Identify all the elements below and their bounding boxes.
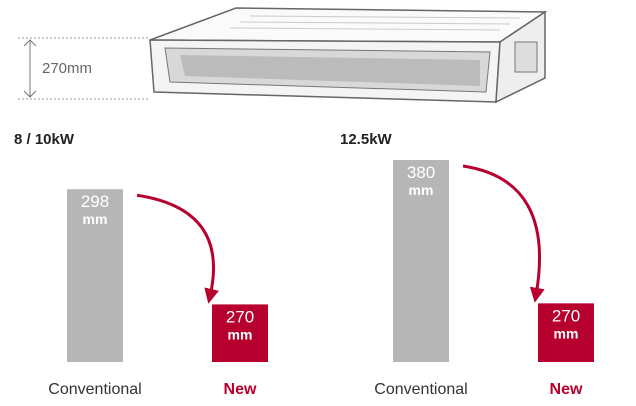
bar bbox=[212, 304, 268, 362]
dimension-label: 270mm bbox=[42, 60, 92, 77]
bar bbox=[393, 160, 449, 362]
arrow bbox=[136, 193, 219, 304]
value-label: 270 mm bbox=[552, 307, 580, 341]
value-label: 298 mm bbox=[81, 193, 109, 227]
chart-title: 12.5kW bbox=[340, 131, 393, 148]
category-label: New bbox=[224, 381, 257, 398]
category-label: Conventional bbox=[374, 381, 467, 398]
bar bbox=[538, 303, 594, 362]
chart-title: 8 / 10kW bbox=[14, 131, 75, 148]
unit-illustration: 270mm bbox=[18, 7, 548, 104]
value-label: 270 mm bbox=[226, 308, 254, 342]
value-label: 380 mm bbox=[407, 163, 435, 197]
category-label: New bbox=[550, 381, 583, 398]
arrow bbox=[462, 164, 545, 303]
category-label: Conventional bbox=[48, 381, 141, 398]
bar bbox=[67, 189, 123, 362]
